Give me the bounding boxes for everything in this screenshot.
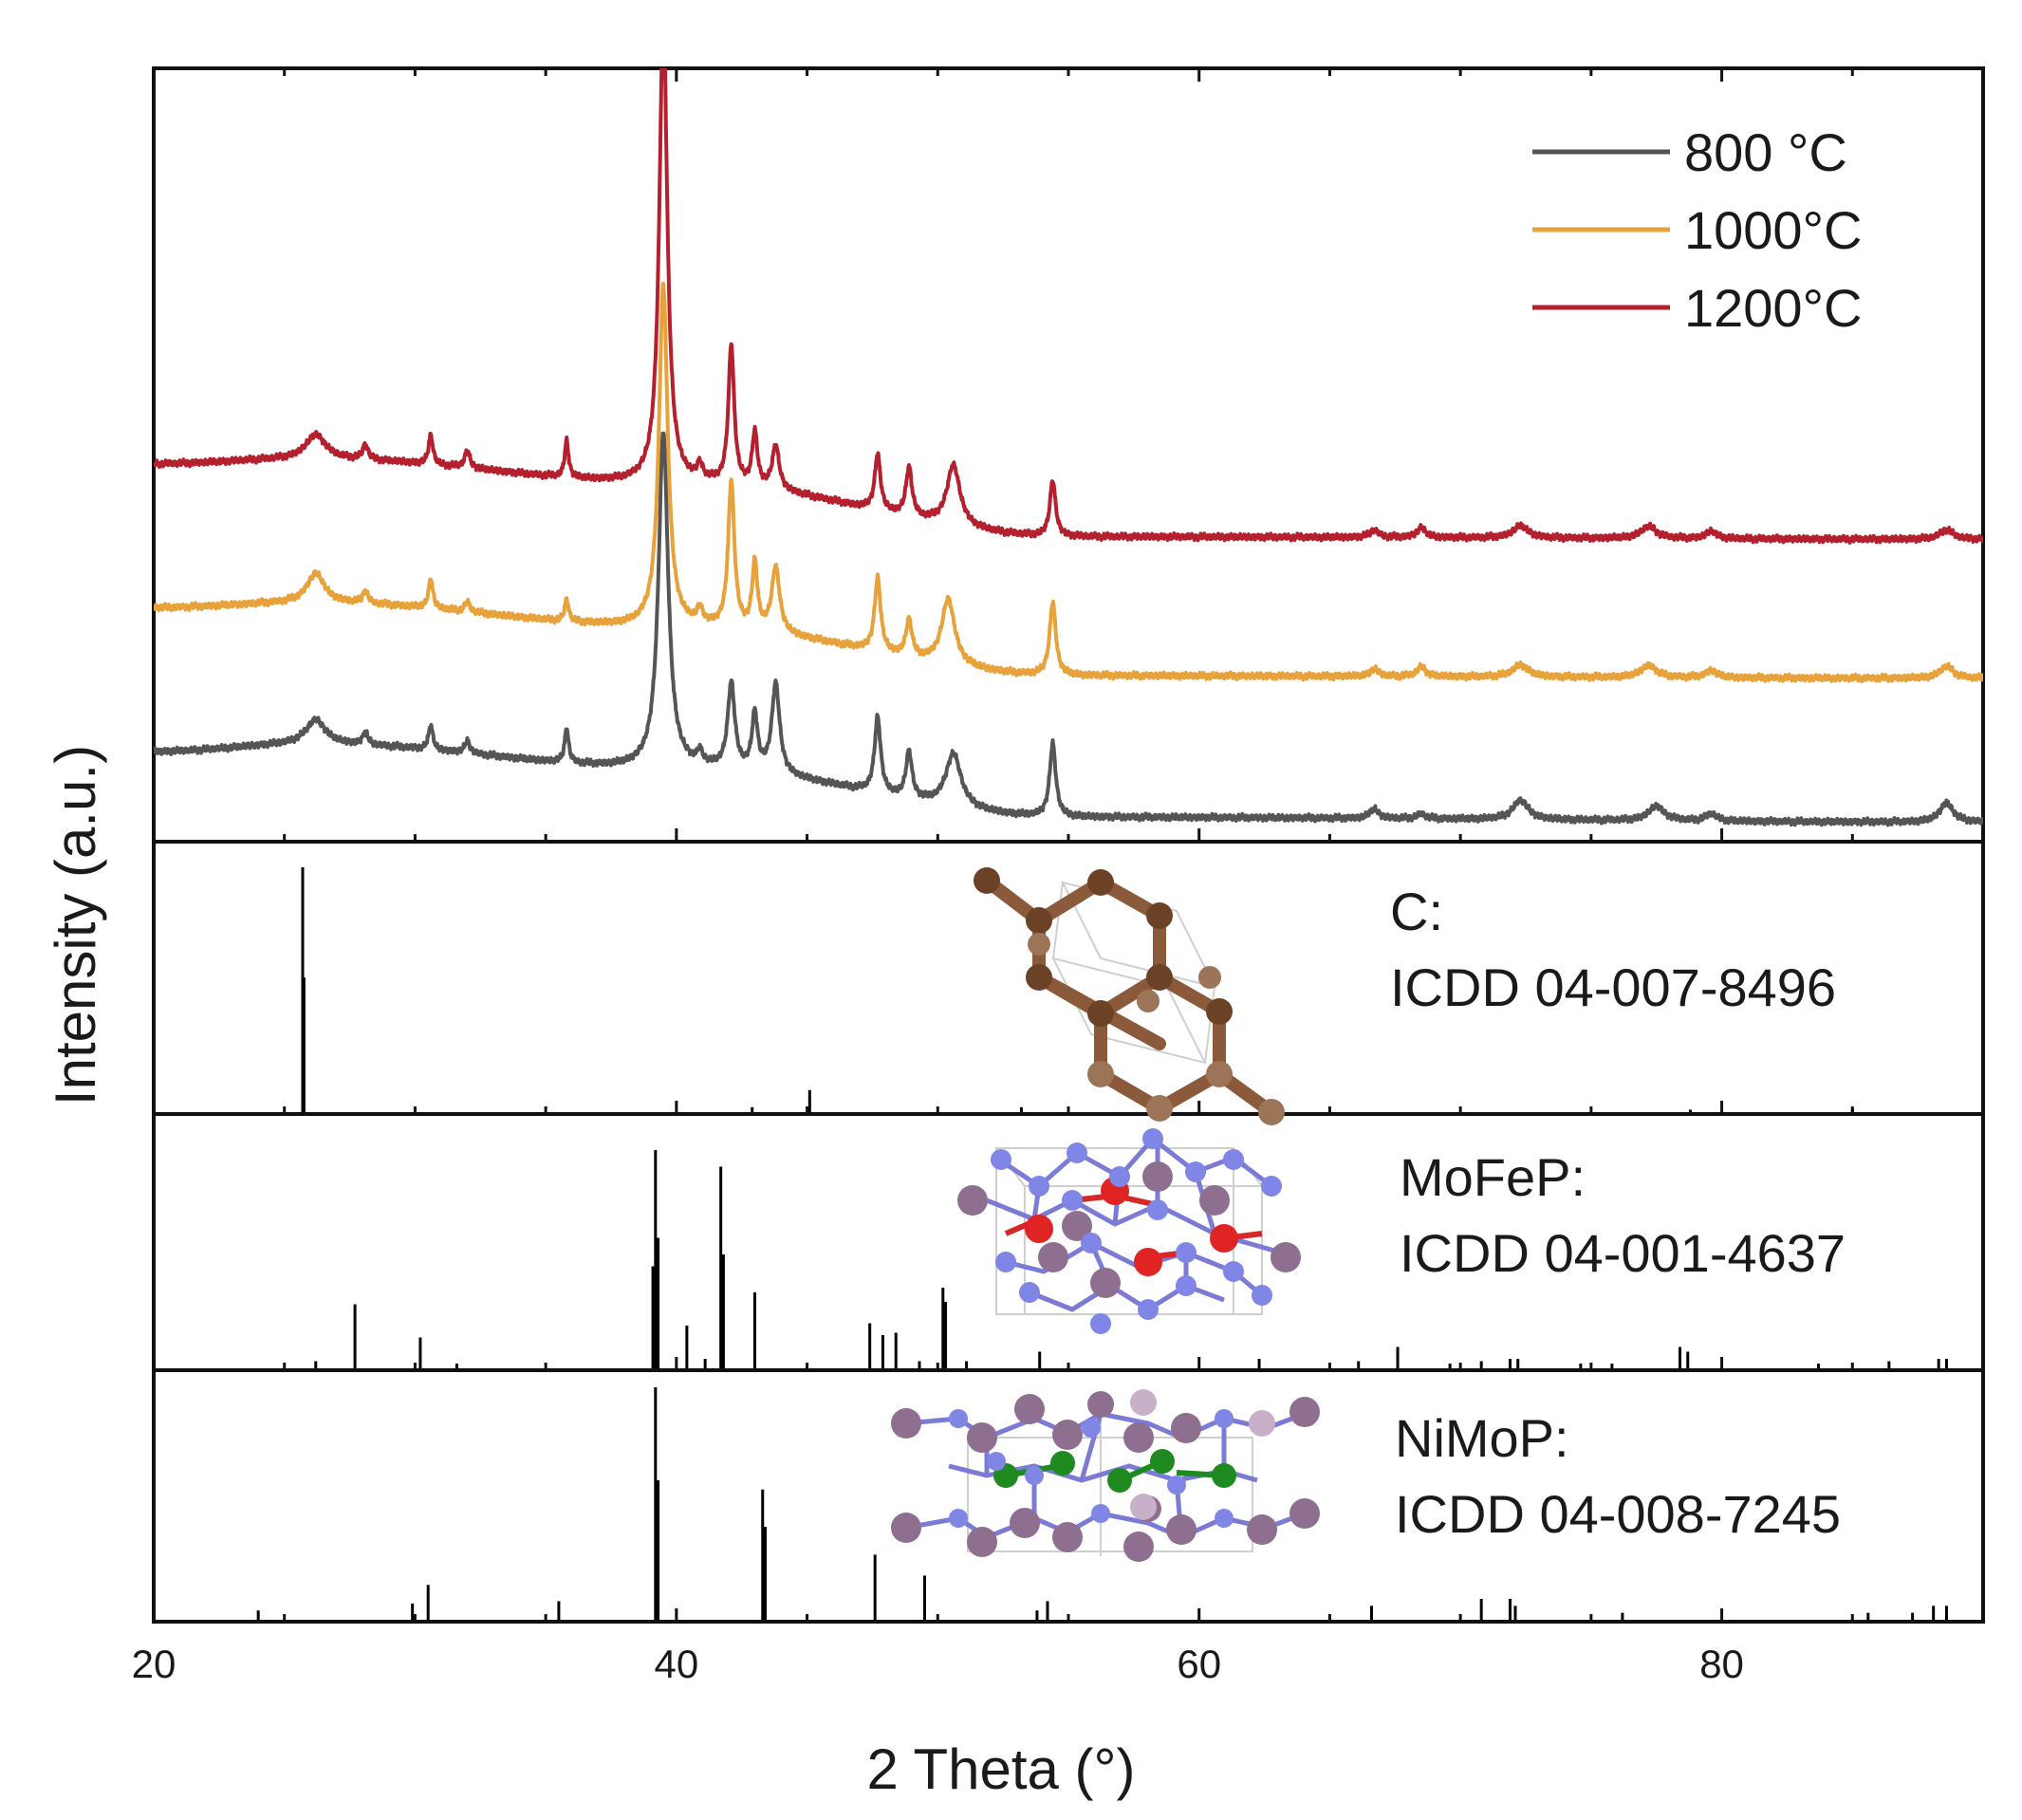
reference-pattern-mofep — [314, 1150, 1948, 1368]
ref-label-c-card: ICDD 04-007-8496 — [1390, 957, 1836, 1017]
legend: 800 °C 1000°C 1200°C — [1532, 122, 1862, 338]
legend-label-1200: 1200°C — [1684, 278, 1862, 338]
y-axis-title: Intensity (a.u.) — [44, 745, 107, 1105]
reference-pattern-c — [301, 867, 1854, 1112]
x-axis-title: 2 Theta (°) — [866, 1737, 1135, 1801]
x-tick-label-40: 40 — [654, 1642, 698, 1686]
crystal-structure-c-image — [974, 867, 1285, 1125]
x-tick-label-60: 60 — [1177, 1642, 1221, 1686]
ref-label-mofep-card: ICDD 04-001-4637 — [1400, 1223, 1846, 1283]
series-line-1200C — [154, 68, 1983, 545]
x-tick-label-80: 80 — [1699, 1642, 1744, 1686]
ref-label-mofep-phase: MoFeP: — [1400, 1147, 1586, 1207]
xrd-patterns — [154, 68, 1983, 827]
crystal-structure-mofep-image — [957, 1128, 1301, 1334]
legend-label-800: 800 °C — [1684, 122, 1847, 182]
reference-pattern-nimop — [256, 1387, 1948, 1620]
series-line-800C — [154, 431, 1983, 827]
crystal-structure-nimop-image — [891, 1389, 1320, 1562]
ref-label-nimop-phase: NiMoP: — [1395, 1408, 1569, 1468]
x-tick-labels: 20 40 60 80 — [132, 1642, 1744, 1686]
legend-label-1000: 1000°C — [1684, 200, 1862, 260]
series-line-1000C — [154, 281, 1983, 684]
x-tick-label-20: 20 — [132, 1642, 176, 1686]
ref-label-c-phase: C: — [1390, 882, 1443, 941]
x-axis-ticks — [152, 68, 1985, 1622]
ref-label-nimop-card: ICDD 04-008-7245 — [1395, 1484, 1841, 1544]
